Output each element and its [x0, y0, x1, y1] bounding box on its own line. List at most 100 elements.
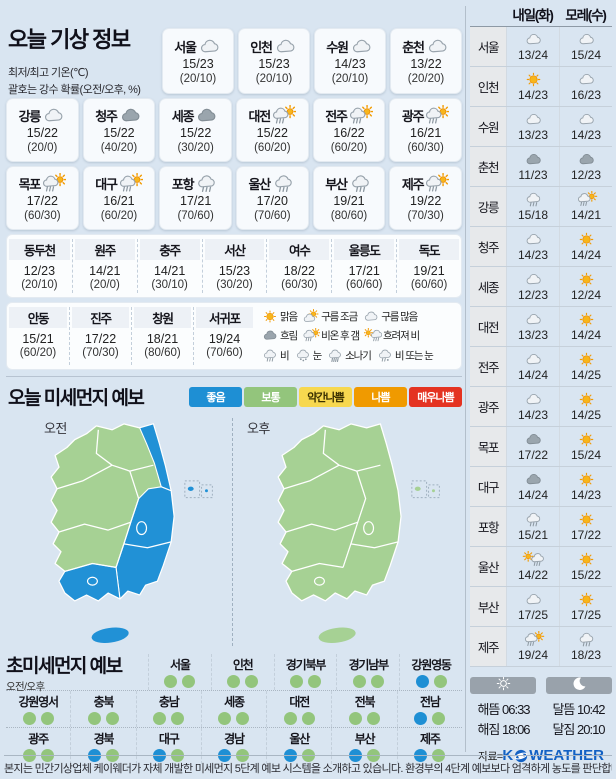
- cloud-light-icon: [522, 111, 545, 128]
- cloud-light-icon: [522, 391, 545, 408]
- city-weather-card: 서울 15/23 (20/10): [162, 28, 234, 94]
- normal-dust-dot: [218, 712, 232, 725]
- legend-label: 구름 많음: [381, 311, 418, 324]
- temp-range: 14/23: [334, 57, 366, 72]
- city-name: 충주: [139, 239, 200, 260]
- temp-range: 15/23: [218, 264, 251, 278]
- tomorrow-column-header: 내일(화): [512, 8, 553, 23]
- city-name: 울산: [248, 176, 272, 192]
- rain-sun-icon: [575, 191, 598, 208]
- normal-dust-dot: [236, 712, 250, 725]
- temp-range: 13/24: [517, 48, 549, 62]
- day-after-cell: 14/25: [559, 387, 612, 426]
- day-after-column-header: 모레(수): [565, 8, 606, 23]
- legend-label: 눈: [312, 349, 323, 362]
- dust-map-afternoon: 오후: [233, 410, 462, 652]
- rain-sun-icon: [424, 172, 450, 194]
- precip-probability: (60/30): [281, 279, 318, 292]
- city-name: 서울: [470, 27, 506, 66]
- temp-range: 19/21: [333, 194, 365, 209]
- day-after-cell: 14/23: [559, 467, 612, 506]
- temp-range: 19/21: [413, 264, 445, 278]
- forecast-row: 인천 14/23 16/23: [470, 67, 612, 107]
- tomorrow-cell: 14/23: [506, 227, 559, 266]
- weather-legend-item: 구름 많음: [362, 309, 418, 324]
- precip-probability: (80/60): [330, 209, 368, 222]
- day-after-cell: 14/25: [559, 347, 612, 386]
- moon-bar: [546, 676, 612, 694]
- temp-range: 15/23: [182, 57, 214, 72]
- temp-range: 15/21: [517, 528, 549, 542]
- column-divider: [465, 6, 466, 752]
- cloud-light-icon: [522, 31, 545, 48]
- forecast-row: 울산 14/22 15/22: [470, 547, 612, 587]
- tomorrow-cell: 13/23: [506, 107, 559, 146]
- city-name: 부산: [325, 176, 348, 192]
- weather-legend-item: 맑음: [261, 309, 298, 324]
- tomorrow-cell: 17/22: [506, 427, 559, 466]
- region-name: 전남: [419, 695, 441, 709]
- today-weather-section: 오늘 기상 정보 최저/최고 기온(℃) 괄호는 강수 확률(오전/오후, %)…: [6, 2, 462, 777]
- forecast-row: 대구 14/24 14/23: [470, 467, 612, 507]
- precip-probability: (80/60): [144, 347, 181, 360]
- region-name: 경기북부: [285, 658, 327, 672]
- city-name: 서귀포: [196, 307, 253, 328]
- temp-range: 19/24: [208, 332, 241, 346]
- temp-range: 14/23: [570, 488, 602, 502]
- precip-note: 괄호는 강수 확률(오전/오후, %): [8, 84, 141, 97]
- temp-range: 14/23: [517, 408, 549, 422]
- normal-dust-dot: [367, 712, 381, 725]
- weather-legend-item: 흐림: [261, 328, 298, 343]
- tomorrow-cell: 13/23: [506, 307, 559, 346]
- forecast-row: 부산 17/25 17/25: [470, 587, 612, 627]
- normal-dust-dot: [349, 712, 363, 725]
- forecast-row: 청주 14/23 14/24: [470, 227, 612, 267]
- weather-legend-item: 눈: [294, 348, 322, 363]
- precip-probability: (60/20): [100, 209, 138, 222]
- weather-legend-item: 비: [261, 348, 290, 363]
- tomorrow-cell: 15/18: [506, 187, 559, 226]
- weather-legend-item: 비 또는 눈: [376, 348, 434, 363]
- precip-probability: (20/20): [407, 72, 445, 85]
- cloud-light-icon: [425, 36, 450, 57]
- normal-dust-dot: [227, 675, 241, 688]
- temp-range: 15/24: [570, 448, 602, 462]
- city-name: 세종: [470, 267, 506, 306]
- sun-rain-icon: [522, 551, 545, 568]
- temp-range: 19/22: [410, 194, 442, 209]
- city-weather-mini: 독도 19/21 (60/60): [396, 239, 461, 293]
- region-name: 세종: [224, 695, 245, 709]
- temp-range: 13/23: [517, 128, 549, 142]
- normal-dust-dot: [182, 675, 196, 688]
- normal-dust-dot: [433, 675, 447, 688]
- city-weather-card: 부산 19/21 (80/60): [312, 166, 386, 230]
- two-day-forecast: 내일(화) 모레(수) 서울 13/24 15/24 인천: [470, 2, 612, 764]
- region-name: 서울: [170, 658, 191, 672]
- precip-probability: (40/20): [100, 141, 138, 154]
- sun-icon: [575, 591, 598, 608]
- city-name: 광주: [470, 387, 506, 426]
- day-after-cell: 15/22: [559, 547, 612, 586]
- region-dust-item: 강원영서: [6, 691, 70, 727]
- city-name: 대구: [95, 176, 118, 192]
- temp-range: 17/22: [26, 194, 58, 209]
- cloud-light-icon: [522, 351, 545, 368]
- tomorrow-cell: 15/21: [506, 507, 559, 546]
- city-weather-card: 제주 19/22 (70/30): [389, 166, 462, 230]
- region-dust-item: 경기남부: [336, 654, 399, 690]
- precip-probability: (20/0): [27, 141, 58, 154]
- region-dust-item: 제주: [396, 728, 462, 764]
- legend-label: 비: [280, 349, 290, 362]
- dust-title: 오늘 미세먼지 예보: [8, 388, 145, 409]
- temp-range: 14/23: [570, 128, 602, 142]
- city-weather-card: 목포 17/22 (60/30): [6, 166, 79, 230]
- city-name: 부산: [470, 587, 506, 626]
- city-name: 강릉: [470, 187, 506, 226]
- dust-map-morning: 오전: [6, 410, 232, 652]
- cloud-dark-icon: [575, 151, 598, 168]
- shower-icon: [326, 348, 344, 363]
- forecast-rows: 서울 13/24 15/24 인천 14/23: [470, 27, 612, 667]
- city-name: 진주: [72, 307, 129, 328]
- sun-icon: [496, 676, 511, 696]
- minor-cities-and-legend: 안동 15/21 (60/20) 진주 17/22 (70/30) 창원 18/…: [6, 302, 462, 370]
